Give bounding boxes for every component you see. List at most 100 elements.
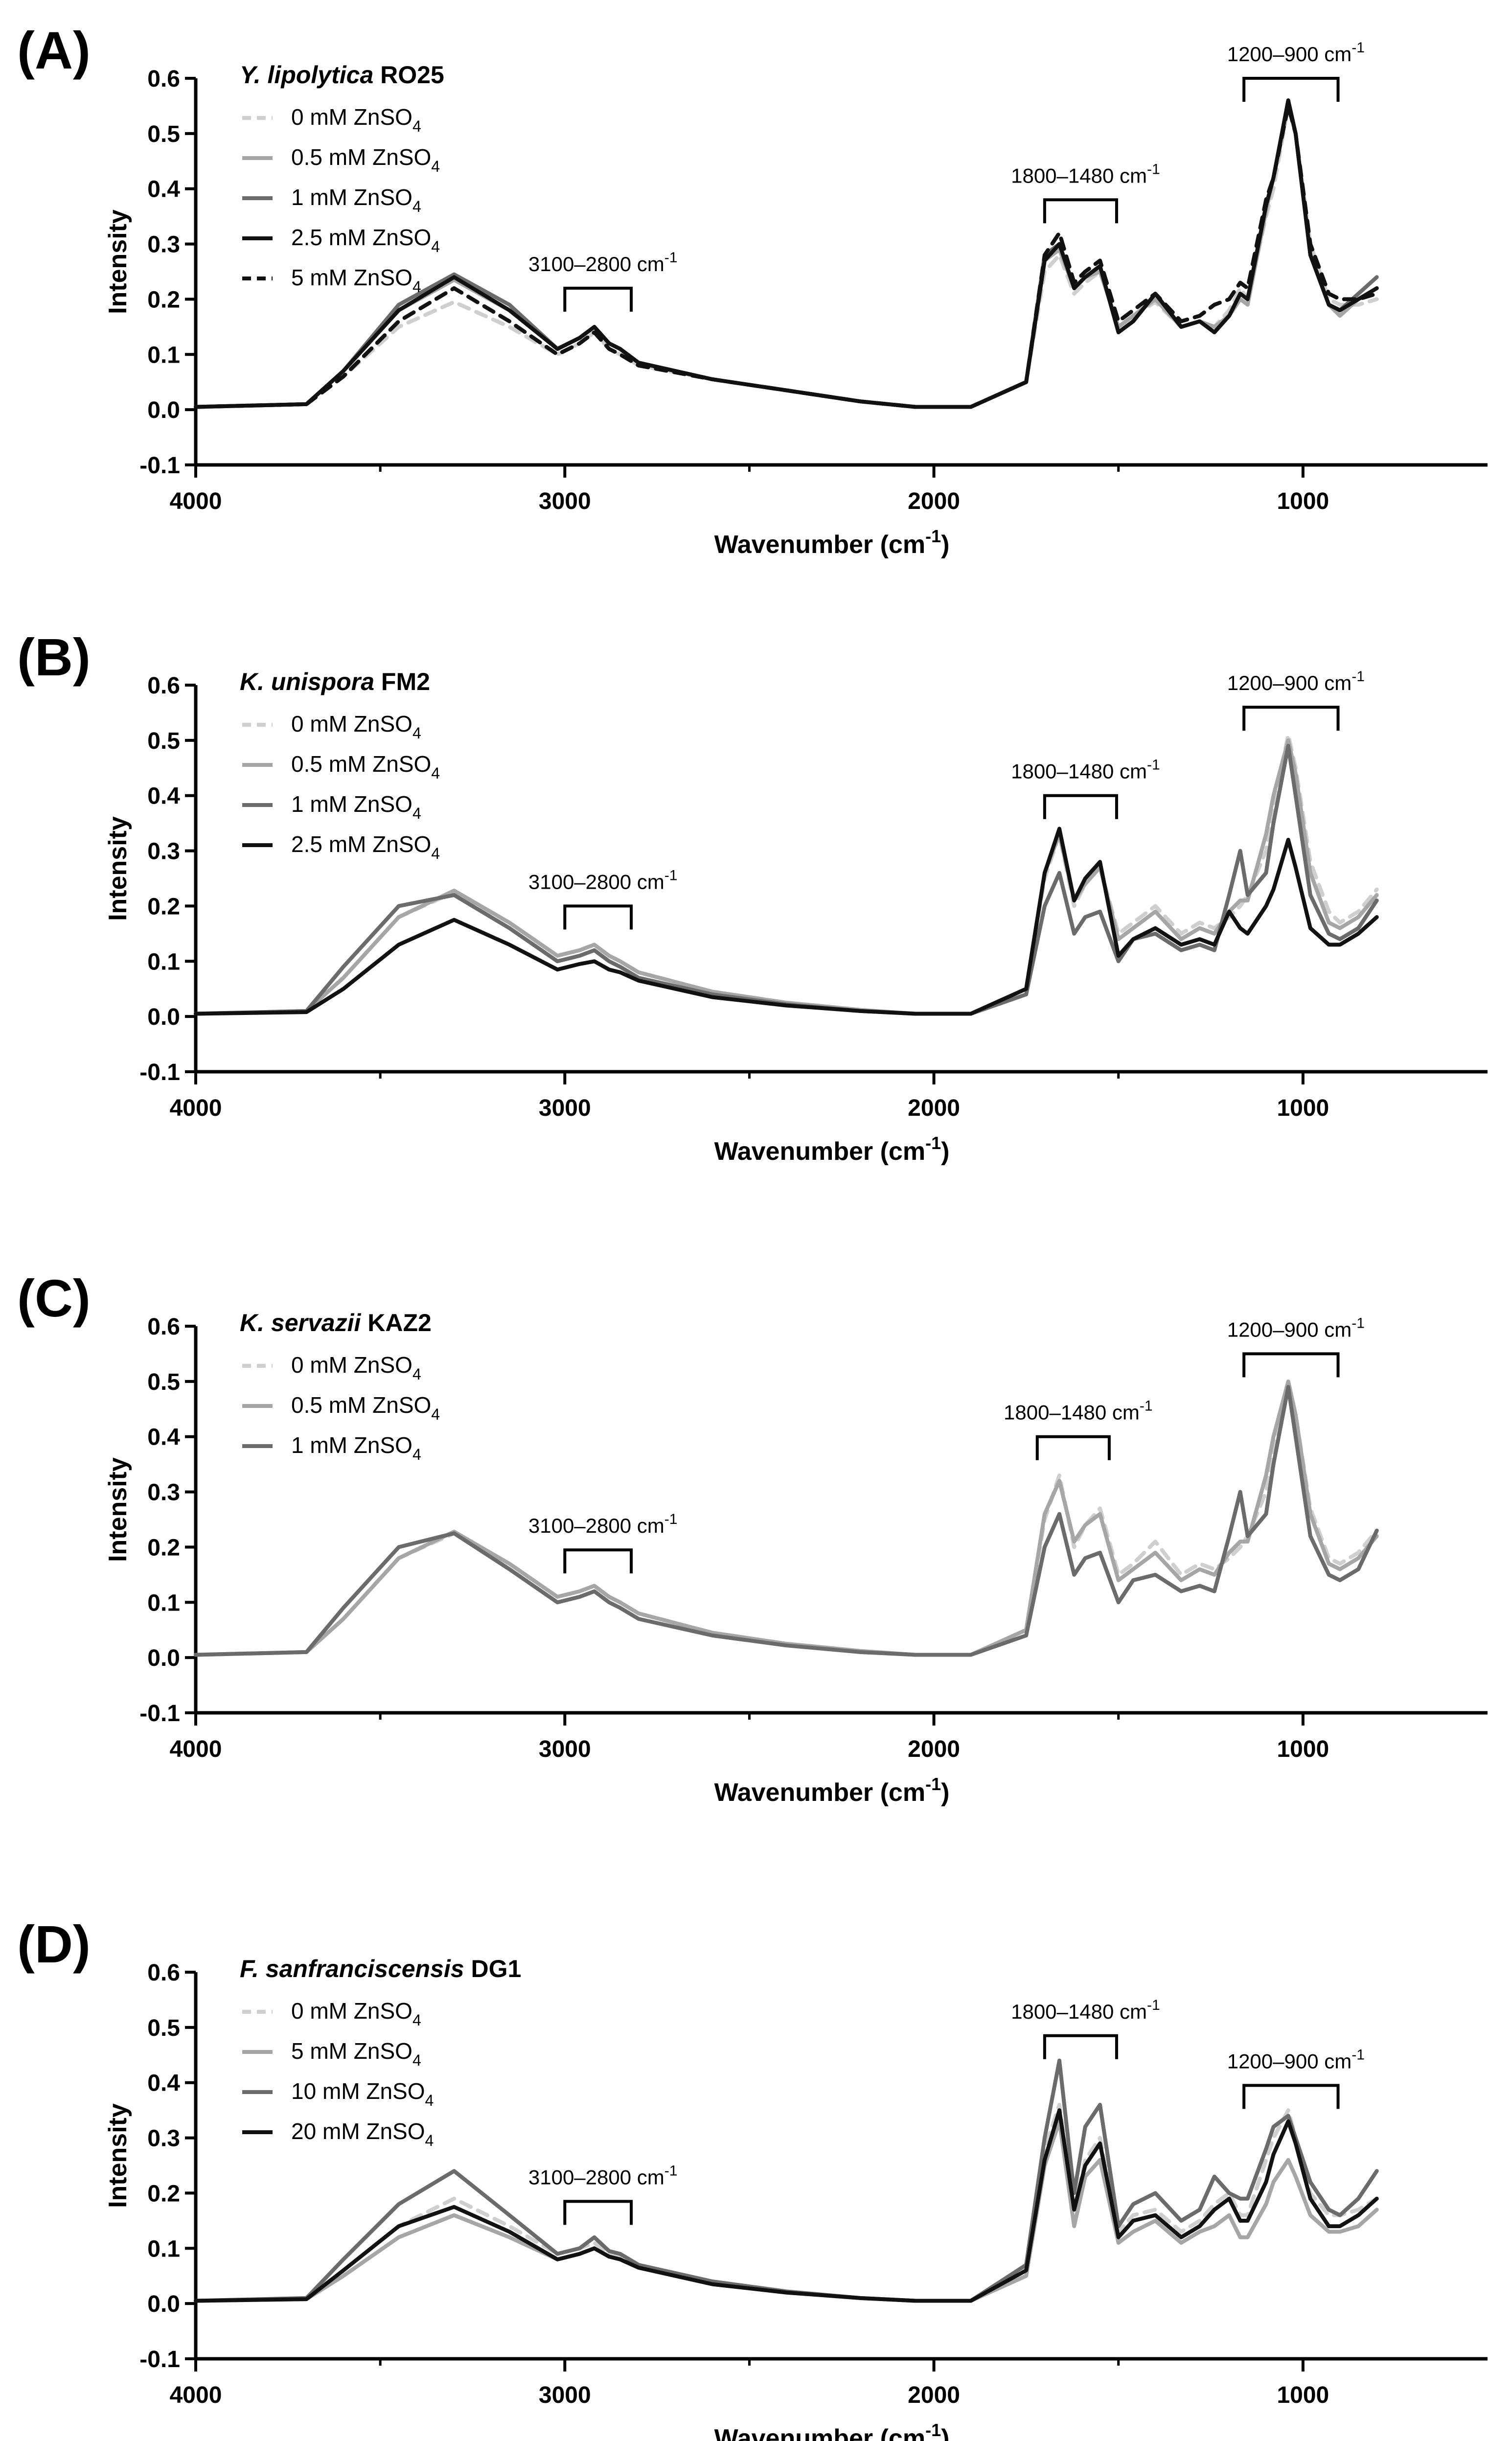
chart-title-species: K. unispora	[240, 668, 374, 695]
legend-entry-name: 0 mM ZnSO	[291, 1352, 412, 1378]
x-tick-label: 4000	[170, 1736, 222, 1762]
range-annotation-2: 1800–1480 cm-1	[1004, 1398, 1153, 1460]
y-tick-label: 0.2	[147, 2181, 180, 2207]
y-tick-label: 0.4	[147, 1425, 180, 1451]
series-line-1	[194, 1379, 1379, 1657]
range-bracket	[1242, 77, 1340, 102]
y-tick-label: 0.2	[147, 894, 180, 920]
legend-entry: 0 mM ZnSO4	[291, 1998, 421, 2029]
x-axis-label-close: )	[941, 1778, 949, 1807]
series-line-1	[194, 2102, 1379, 2303]
y-tick-label: 0.1	[147, 1590, 180, 1616]
range-annotation-3: 1200–900 cm-1	[1227, 1315, 1365, 1378]
legend-entry-name: 10 mM ZnSO	[291, 2078, 425, 2104]
legend-entry-name: 0.5 mM ZnSO	[291, 1392, 431, 1418]
x-axis-label-close: )	[941, 1137, 949, 1166]
legend-entry-sub: 4	[431, 845, 440, 862]
chart-title-strain: RO25	[373, 61, 444, 89]
y-tick-label: 0.1	[147, 949, 180, 975]
x-axis-label-sup: -1	[925, 1133, 941, 1153]
legend-entry: 0.5 mM ZnSO4	[291, 751, 440, 782]
range-annotation-1: 3100–2800 cm-1	[528, 250, 678, 312]
legend-entry: 2.5 mM ZnSO4	[291, 225, 440, 255]
legend-entry-name: 0 mM ZnSO	[291, 711, 412, 737]
range-label: 3100–2800 cm-1	[528, 1511, 678, 1537]
x-tick-label: 2000	[908, 1736, 960, 1762]
legend-entry-name: 0 mM ZnSO	[291, 104, 412, 130]
legend-entry-sub: 4	[412, 117, 421, 135]
legend-entry-name: 0 mM ZnSO	[291, 1998, 412, 2024]
y-tick-label: 0.0	[147, 397, 180, 423]
chart-title: K. servazii KAZ2	[240, 1309, 432, 1336]
range-label-sup: -1	[1352, 2047, 1365, 2063]
range-label-text: 1800–1480 cm	[1011, 2000, 1147, 2023]
chart-title-species: Y. lipolytica	[240, 61, 373, 89]
chart-title-species: K. servazii	[240, 1309, 361, 1336]
range-label-text: 3100–2800 cm	[528, 870, 664, 893]
y-tick-label: 0.0	[147, 1645, 180, 1671]
legend-entry: 0 mM ZnSO4	[291, 104, 421, 135]
y-tick-label: 0.5	[147, 121, 180, 147]
x-tick-label: 2000	[908, 2382, 960, 2408]
legend-entry-sub: 4	[431, 1405, 440, 1423]
y-axis-label: Intensity	[104, 2103, 132, 2208]
legend-entry-name: 5 mM ZnSO	[291, 265, 412, 290]
legend-entry-sub: 4	[412, 724, 421, 742]
range-label-text: 3100–2800 cm	[528, 253, 664, 276]
range-annotation-2: 1800–1480 cm-1	[1011, 1997, 1160, 2059]
series-line-2	[194, 1379, 1379, 1657]
series-line-3	[194, 2058, 1379, 2303]
legend-entry: 0.5 mM ZnSO4	[291, 144, 440, 175]
range-annotation-1: 3100–2800 cm-1	[528, 867, 678, 930]
range-label-sup: -1	[1352, 40, 1365, 56]
y-tick-label: -0.1	[139, 2347, 180, 2372]
y-tick-label: 0.3	[147, 232, 180, 258]
legend-entry: 1 mM ZnSO4	[291, 184, 421, 215]
legend-entry-name: 1 mM ZnSO	[291, 791, 412, 817]
legend-entry-sub: 4	[412, 198, 421, 215]
legend-entry-name: 20 mM ZnSO	[291, 2119, 425, 2144]
range-annotation-3: 1200–900 cm-1	[1227, 668, 1365, 731]
y-tick-label: 0.0	[147, 2291, 180, 2317]
range-label: 3100–2800 cm-1	[528, 867, 678, 893]
y-tick-label: -0.1	[139, 1059, 180, 1085]
range-label: 1200–900 cm-1	[1227, 1315, 1365, 1341]
x-axis-label-sup: -1	[925, 526, 941, 546]
legend-entry: 0.5 mM ZnSO4	[291, 1392, 440, 1423]
y-tick-label: 0.6	[147, 1960, 180, 1986]
range-label-text: 1200–900 cm	[1227, 2050, 1352, 2073]
y-tick-label: 0.6	[147, 66, 180, 92]
range-bracket	[1242, 2084, 1340, 2109]
chart-panel-2: (B) K. unispora FM2 -0.1 0.0 0.1 0.2 0.3 0.4 0.5…	[17, 627, 1488, 1166]
legend-entry: 5 mM ZnSO4	[291, 2038, 421, 2069]
x-tick-label: 3000	[539, 488, 591, 514]
series-line-4	[194, 2108, 1379, 2303]
series-line-3	[194, 744, 1379, 1016]
x-axis-label-sup: -1	[925, 1774, 941, 1794]
legend-entry-name: 5 mM ZnSO	[291, 2038, 412, 2064]
panel-label: (D)	[17, 1914, 91, 1974]
range-annotation-1: 3100–2800 cm-1	[528, 2163, 677, 2225]
chart-title-strain: FM2	[374, 668, 430, 695]
range-label: 1800–1480 cm-1	[1011, 1997, 1160, 2023]
chart-title: F. sanfranciscensis DG1	[240, 1955, 521, 1982]
range-label: 1200–900 cm-1	[1227, 668, 1365, 694]
range-label: 3100–2800 cm-1	[528, 250, 678, 276]
x-tick-label: 1000	[1277, 2382, 1329, 2408]
x-tick-label: 1000	[1277, 488, 1329, 514]
legend-entry: 5 mM ZnSO4	[291, 265, 421, 296]
range-label-text: 3100–2800 cm	[528, 1514, 664, 1537]
legend-entry-name: 0.5 mM ZnSO	[291, 751, 431, 777]
range-label-sup: -1	[1140, 1398, 1153, 1414]
chart-panel-3: (C) K. servazii KAZ2 -0.1 0.0 0.1 0.2 0.3 0.4 0.…	[17, 1268, 1488, 1807]
legend-entry-sub: 4	[431, 158, 440, 175]
legend-entry-sub: 4	[431, 238, 440, 255]
x-axis-label: Wavenumber (cm-1)	[714, 1133, 950, 1166]
range-bracket	[1242, 1352, 1340, 1378]
y-tick-label: 0.5	[147, 2015, 180, 2041]
legend-entry-sub: 4	[412, 1446, 421, 1463]
y-tick-label: 0.4	[147, 177, 180, 203]
